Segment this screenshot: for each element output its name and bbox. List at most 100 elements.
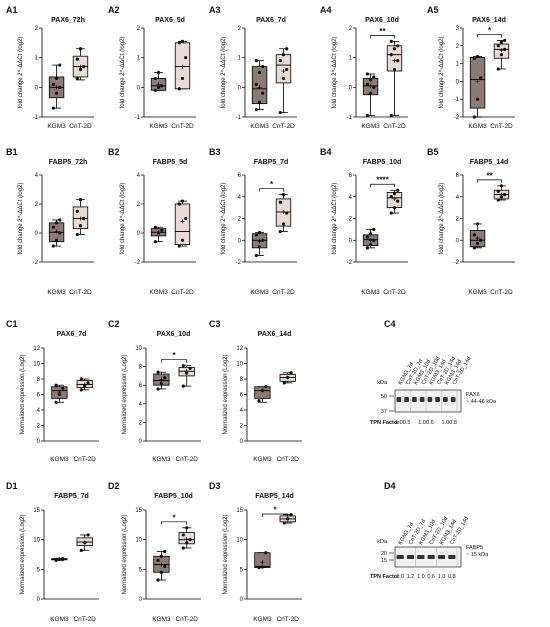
panel-title: FABP5_72h [49, 159, 88, 166]
data-point [82, 64, 86, 69]
y-tick-label: 10 [135, 346, 142, 352]
data-point [257, 70, 262, 75]
data-point [181, 364, 185, 368]
tpn-value: 1.2 [407, 574, 415, 580]
data-point [177, 202, 181, 206]
data-point [365, 246, 369, 250]
y-tick-label: 4 [240, 408, 244, 414]
data-point [153, 76, 157, 81]
data-point [281, 192, 286, 197]
y-tick-label: 0 [456, 79, 460, 85]
y-axis-label: fold change 2^-ΔΔCt (log2) [332, 37, 338, 109]
category-label: CnT-2D [175, 616, 198, 623]
data-point [160, 84, 164, 88]
significance-marker: **** [376, 176, 389, 185]
panel-label: C4 [384, 319, 396, 329]
category-label: KGM3 [152, 616, 171, 623]
significance-marker: ** [379, 27, 386, 36]
category-label: KGM3 [47, 289, 66, 296]
data-point [278, 110, 282, 115]
data-point [396, 188, 400, 192]
panel-title: FABP5_5d [153, 159, 188, 166]
y-tick-label: 6 [37, 393, 41, 399]
significance-bracket [477, 34, 502, 38]
data-point [281, 53, 286, 57]
data-point [159, 570, 163, 574]
category-label: CnT-2D [276, 456, 299, 463]
data-point [496, 67, 500, 71]
y-tick-label: 4 [137, 173, 141, 179]
data-point [163, 376, 167, 380]
data-point [57, 557, 62, 561]
data-point [503, 47, 507, 51]
y-tick-label: 0 [238, 238, 242, 244]
panel-label: A3 [209, 5, 221, 15]
data-point [472, 246, 476, 250]
protein-name: PAX6 [466, 392, 480, 398]
y-tick-label: 15 [236, 508, 243, 514]
data-point [78, 67, 83, 72]
category-label: CnT-2D [490, 289, 513, 296]
data-point [156, 387, 160, 391]
y-tick-label: -2 [236, 260, 242, 266]
data-point [365, 72, 369, 76]
data-point [503, 38, 507, 43]
data-point [257, 245, 262, 249]
data-point [180, 238, 185, 242]
kda-unit: kDa [377, 539, 388, 545]
y-tick-label: 0 [139, 597, 143, 603]
data-point [475, 222, 480, 226]
y-tick-label: 0 [37, 439, 41, 445]
y-tick-label: 5 [139, 567, 143, 573]
y-tick-label: 10 [33, 538, 40, 544]
significance-marker: * [172, 513, 176, 522]
mw-marker-label: 37 [381, 409, 387, 415]
y-axis-label: Normalized expression (Log2) [122, 354, 128, 434]
data-point [254, 82, 258, 86]
data-point [180, 39, 185, 43]
mw-marker-label: 20 [381, 551, 387, 557]
data-point [254, 233, 258, 237]
data-point [54, 383, 58, 387]
y-tick-label: 15 [135, 508, 142, 514]
tpn-value: 1.0 [438, 574, 446, 580]
data-point [499, 53, 504, 57]
mw-marker-label: 15 [381, 558, 387, 564]
data-point [257, 399, 261, 403]
y-tick-label: -2 [454, 115, 460, 121]
y-axis-label: Normalized expression (Log2) [223, 514, 229, 594]
data-point [58, 218, 62, 222]
data-point [82, 216, 86, 221]
y-tick-label: 8 [139, 365, 143, 371]
panel-title: FABP5_14d [470, 159, 509, 166]
y-tick-label: -2 [135, 260, 141, 266]
data-point [153, 88, 157, 92]
data-point [278, 200, 282, 204]
data-point [475, 97, 480, 101]
data-point [281, 76, 286, 81]
data-point [472, 233, 476, 237]
panel-title: PAX6_10d [365, 17, 399, 24]
y-tick-label: 4 [456, 195, 460, 201]
panel-title: FABP5_7d [254, 159, 289, 166]
y-tick-label: 2 [137, 26, 141, 32]
category-label: KGM3 [253, 616, 272, 623]
data-point [389, 53, 393, 57]
y-axis-label: Normalized expression (Log2) [223, 354, 229, 434]
y-tick-label: 2 [238, 26, 242, 32]
y-tick-label: 0 [37, 597, 41, 603]
y-axis-label: fold change 2^-ΔΔCt (log2) [439, 37, 445, 109]
category-label: KGM3 [50, 456, 69, 463]
category-label: CnT-2D [490, 123, 513, 130]
panel-label: C1 [6, 319, 18, 329]
significance-marker: * [270, 180, 274, 189]
data-point [282, 381, 286, 385]
data-point [472, 56, 476, 60]
y-tick-label: 2 [349, 217, 353, 223]
category-label: KGM3 [361, 123, 380, 130]
y-tick-label: 2 [35, 202, 39, 208]
data-point [185, 541, 189, 545]
box [254, 552, 271, 568]
y-tick-label: 2 [37, 424, 41, 430]
data-point [58, 231, 62, 235]
